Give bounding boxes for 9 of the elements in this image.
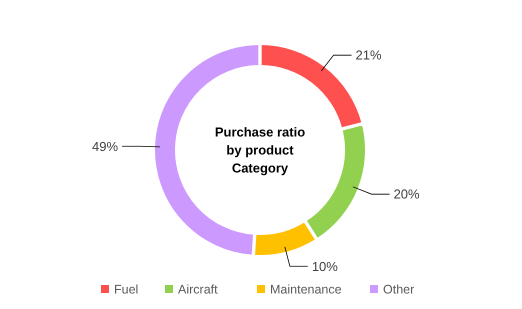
legend-label: Maintenance — [270, 282, 342, 296]
legend-label: Aircraft — [178, 282, 218, 296]
text: Purchase ratio by product Category — [214, 124, 306, 176]
data-label: 20% — [394, 186, 420, 202]
data-label: 10% — [312, 258, 338, 274]
data-label: 21% — [356, 48, 382, 63]
legend-label: Other — [383, 282, 414, 296]
legend-label: Fuel — [114, 282, 138, 296]
data-label: 49% — [92, 138, 118, 154]
